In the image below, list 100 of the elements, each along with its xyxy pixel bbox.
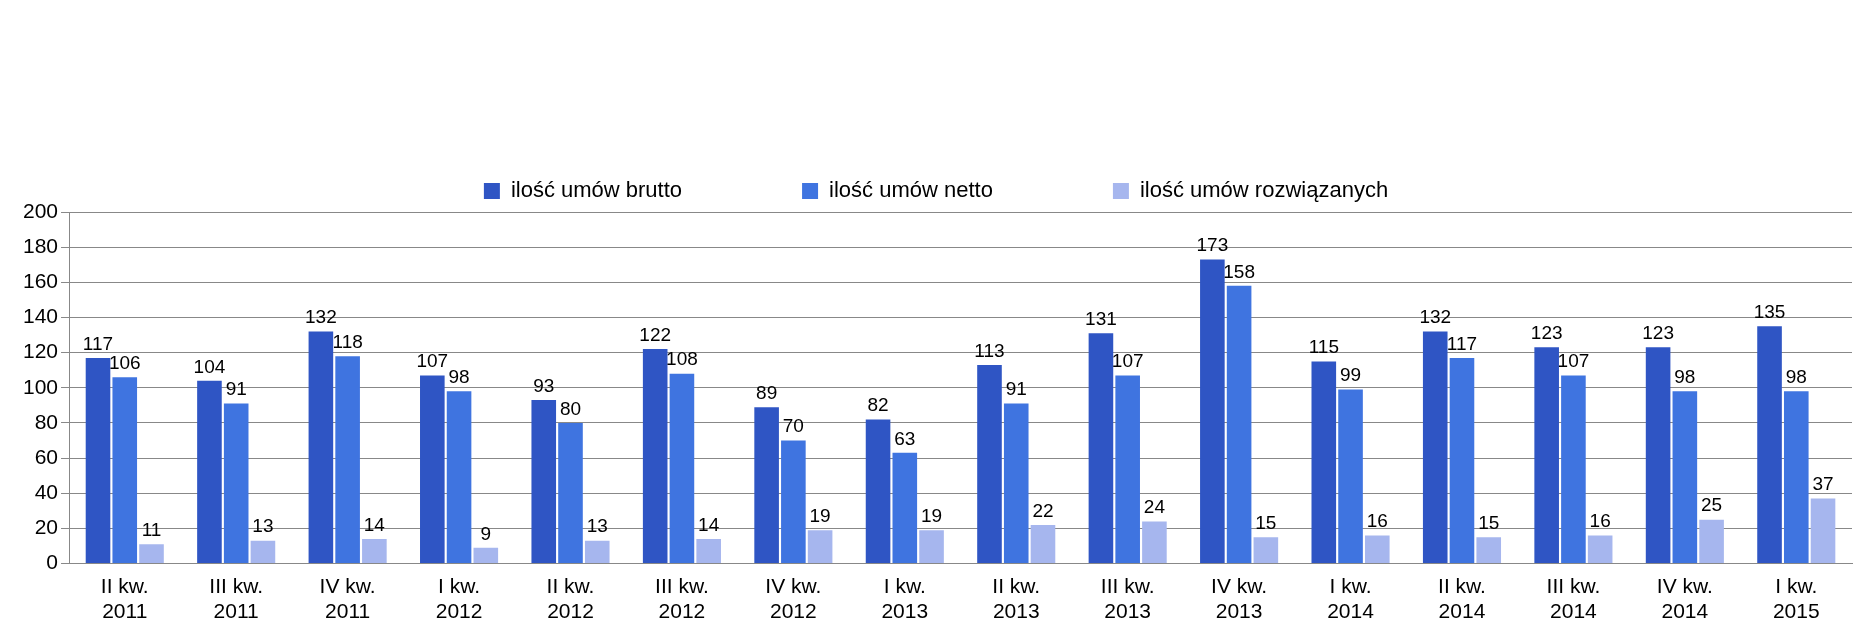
bar [197,380,222,564]
data-label: 118 [332,330,363,352]
bar [362,538,387,564]
data-label: 123 [1642,322,1674,344]
data-label: 89 [756,381,778,403]
legend-label: ilość umów netto [829,177,993,203]
data-label: 63 [894,427,916,449]
data-label: 93 [533,374,555,396]
bar [1449,357,1475,564]
data-label: 13 [586,515,608,537]
bar [1115,375,1140,564]
x-tick-label: III kw. 2013 [1100,574,1155,623]
x-tick-label: I kw. 2013 [881,574,929,623]
legend-label: ilość umów brutto [510,177,683,203]
bar [531,400,557,564]
bar [1142,521,1167,564]
bar [1003,403,1029,564]
bar [1338,389,1363,564]
data-label: 80 [559,397,582,419]
y-tick-label: 60 [34,444,59,468]
data-label: 14 [698,513,720,535]
y-tick-label: 140 [22,304,59,328]
x-tick-label: IV kw. 2013 [1211,574,1268,623]
bar [1200,259,1225,564]
data-label: 15 [1478,511,1500,533]
data-label: 107 [1557,350,1590,372]
legend-label: ilość umów rozwiązanych [1139,177,1389,203]
data-label: 113 [974,339,1005,361]
y-tick-label: 40 [34,480,59,504]
bar [1253,537,1279,564]
x-tick-label: IV kw. 2014 [1656,574,1713,623]
y-tick-label: 200 [22,198,59,222]
data-label: 122 [639,323,672,345]
x-tick-label: III kw. 2011 [209,574,264,623]
data-label: 22 [1032,499,1054,521]
bar [112,377,138,564]
bar [696,538,721,564]
data-label: 106 [108,351,141,373]
bar [1476,537,1502,564]
bar [308,331,334,564]
bar [1587,535,1613,564]
y-tick-label: 0 [46,550,59,574]
bar [807,530,833,564]
bar [781,440,806,564]
data-label: 24 [1143,496,1166,518]
x-tick-label: III kw. 2014 [1546,574,1601,623]
x-tick-label: III kw. 2012 [655,574,709,623]
data-label: 123 [1530,322,1563,344]
bar [1783,391,1809,564]
y-tick-label: 120 [22,339,59,363]
data-label: 15 [1255,511,1277,533]
y-tick-label: 160 [22,269,59,293]
data-label: 91 [225,378,247,400]
bar [1645,347,1671,564]
bar [1364,535,1390,564]
bar [1088,333,1114,564]
bar [473,547,499,564]
bar [1030,524,1056,564]
data-label: 11 [141,519,162,540]
data-label: 117 [82,332,114,354]
data-label: 19 [809,504,831,526]
data-label: 16 [1366,510,1388,532]
data-label: 107 [416,350,449,372]
bar [1699,519,1724,564]
data-label: 132 [1419,306,1452,328]
data-label: 98 [1785,366,1807,388]
bar [1810,498,1836,564]
bar [250,540,276,564]
data-label: 19 [920,504,943,526]
data-label: 13 [252,515,274,537]
x-tick-label: I kw. 2014 [1327,574,1375,623]
x-tick-label: I kw. 2015 [1772,574,1820,623]
bar [865,419,891,564]
data-label: 135 [1753,301,1786,322]
data-label: 132 [305,306,337,328]
data-label: 115 [1308,336,1339,358]
bar [558,422,583,564]
x-tick-label: II kw. 2011 [100,574,149,623]
bar [1422,331,1448,564]
bar [584,540,610,564]
data-label: 108 [666,348,698,370]
data-label: 173 [1196,234,1229,256]
y-tick-label: 100 [22,374,59,398]
bar [223,403,249,564]
data-label: 37 [1812,473,1834,495]
data-label: 117 [1446,332,1478,354]
bar [85,357,111,564]
x-tick-label: IV kw. 2011 [319,574,376,623]
data-label: 107 [1111,350,1144,372]
data-label: 16 [1589,510,1611,532]
data-label: 98 [448,366,470,388]
bar [1561,375,1586,564]
bar [1757,326,1782,564]
bar [642,349,668,564]
data-label: 70 [782,415,804,437]
data-label: 104 [193,355,226,377]
bar [139,544,164,564]
bar [754,407,779,564]
data-label: 131 [1085,308,1117,330]
data-label: 98 [1674,366,1696,388]
